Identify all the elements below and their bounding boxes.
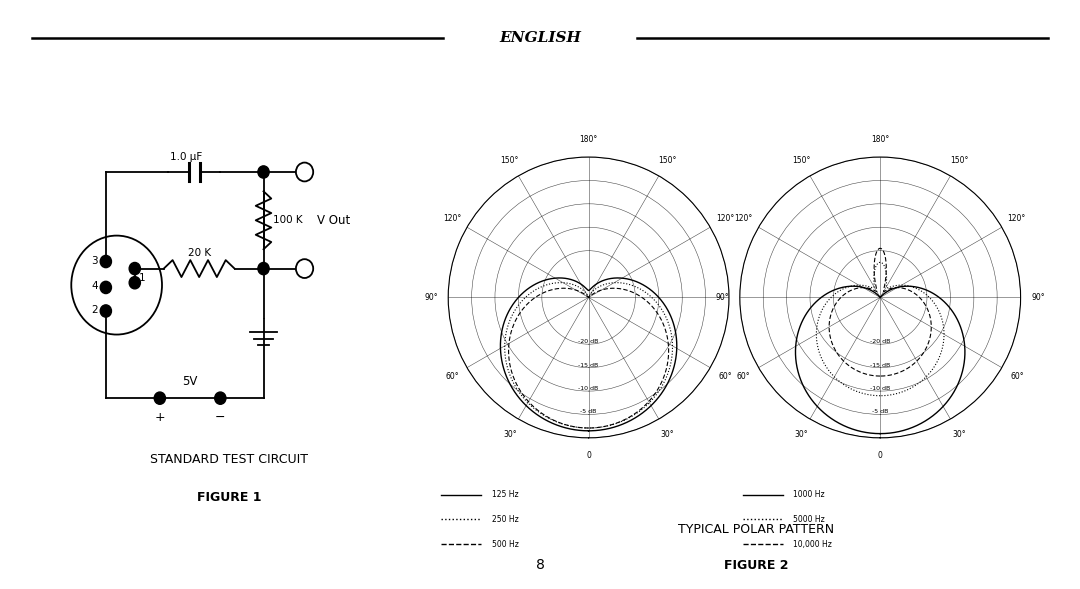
Circle shape [215, 392, 226, 404]
Text: TYPICAL POLAR PATTERN: TYPICAL POLAR PATTERN [678, 523, 834, 536]
Circle shape [258, 263, 269, 274]
Text: 1.0 μF: 1.0 μF [170, 151, 202, 161]
Text: 20 K: 20 K [188, 248, 211, 258]
Circle shape [258, 166, 269, 178]
Circle shape [130, 263, 140, 274]
Text: FIGURE 2: FIGURE 2 [724, 560, 788, 573]
Text: 1: 1 [139, 273, 146, 283]
Text: -15 dB: -15 dB [579, 363, 598, 368]
Text: -5 dB: -5 dB [872, 409, 889, 415]
Text: 5000 Hz: 5000 Hz [793, 515, 824, 524]
Text: 10,000 Hz: 10,000 Hz [793, 540, 832, 549]
Text: ENGLISH: ENGLISH [499, 31, 581, 45]
Text: STANDARD TEST CIRCUIT: STANDARD TEST CIRCUIT [150, 453, 308, 466]
Circle shape [130, 277, 140, 289]
Text: V Out: V Out [316, 214, 350, 227]
Circle shape [296, 259, 313, 278]
Text: -20 dB: -20 dB [579, 339, 598, 344]
Text: 8: 8 [536, 558, 544, 573]
Text: -20 dB: -20 dB [870, 339, 890, 344]
Text: 250 Hz: 250 Hz [491, 515, 518, 524]
Circle shape [154, 392, 165, 404]
Text: −: − [215, 411, 226, 424]
Text: -10 dB: -10 dB [579, 386, 598, 391]
Text: 100 K: 100 K [273, 216, 302, 225]
Text: -10 dB: -10 dB [870, 386, 890, 391]
Text: -5 dB: -5 dB [580, 409, 597, 415]
Text: 500 Hz: 500 Hz [491, 540, 518, 549]
Circle shape [100, 282, 111, 293]
Text: 3: 3 [92, 256, 98, 266]
Circle shape [100, 256, 111, 267]
Text: +: + [154, 411, 165, 424]
Circle shape [100, 305, 111, 317]
Text: 1000 Hz: 1000 Hz [793, 490, 824, 499]
Text: 4: 4 [92, 282, 98, 292]
Text: 125 Hz: 125 Hz [491, 490, 518, 499]
Circle shape [296, 163, 313, 181]
Text: FIGURE 1: FIGURE 1 [197, 491, 261, 504]
Text: 2: 2 [92, 305, 98, 315]
Text: -15 dB: -15 dB [870, 363, 890, 368]
Text: 5V: 5V [183, 375, 198, 388]
